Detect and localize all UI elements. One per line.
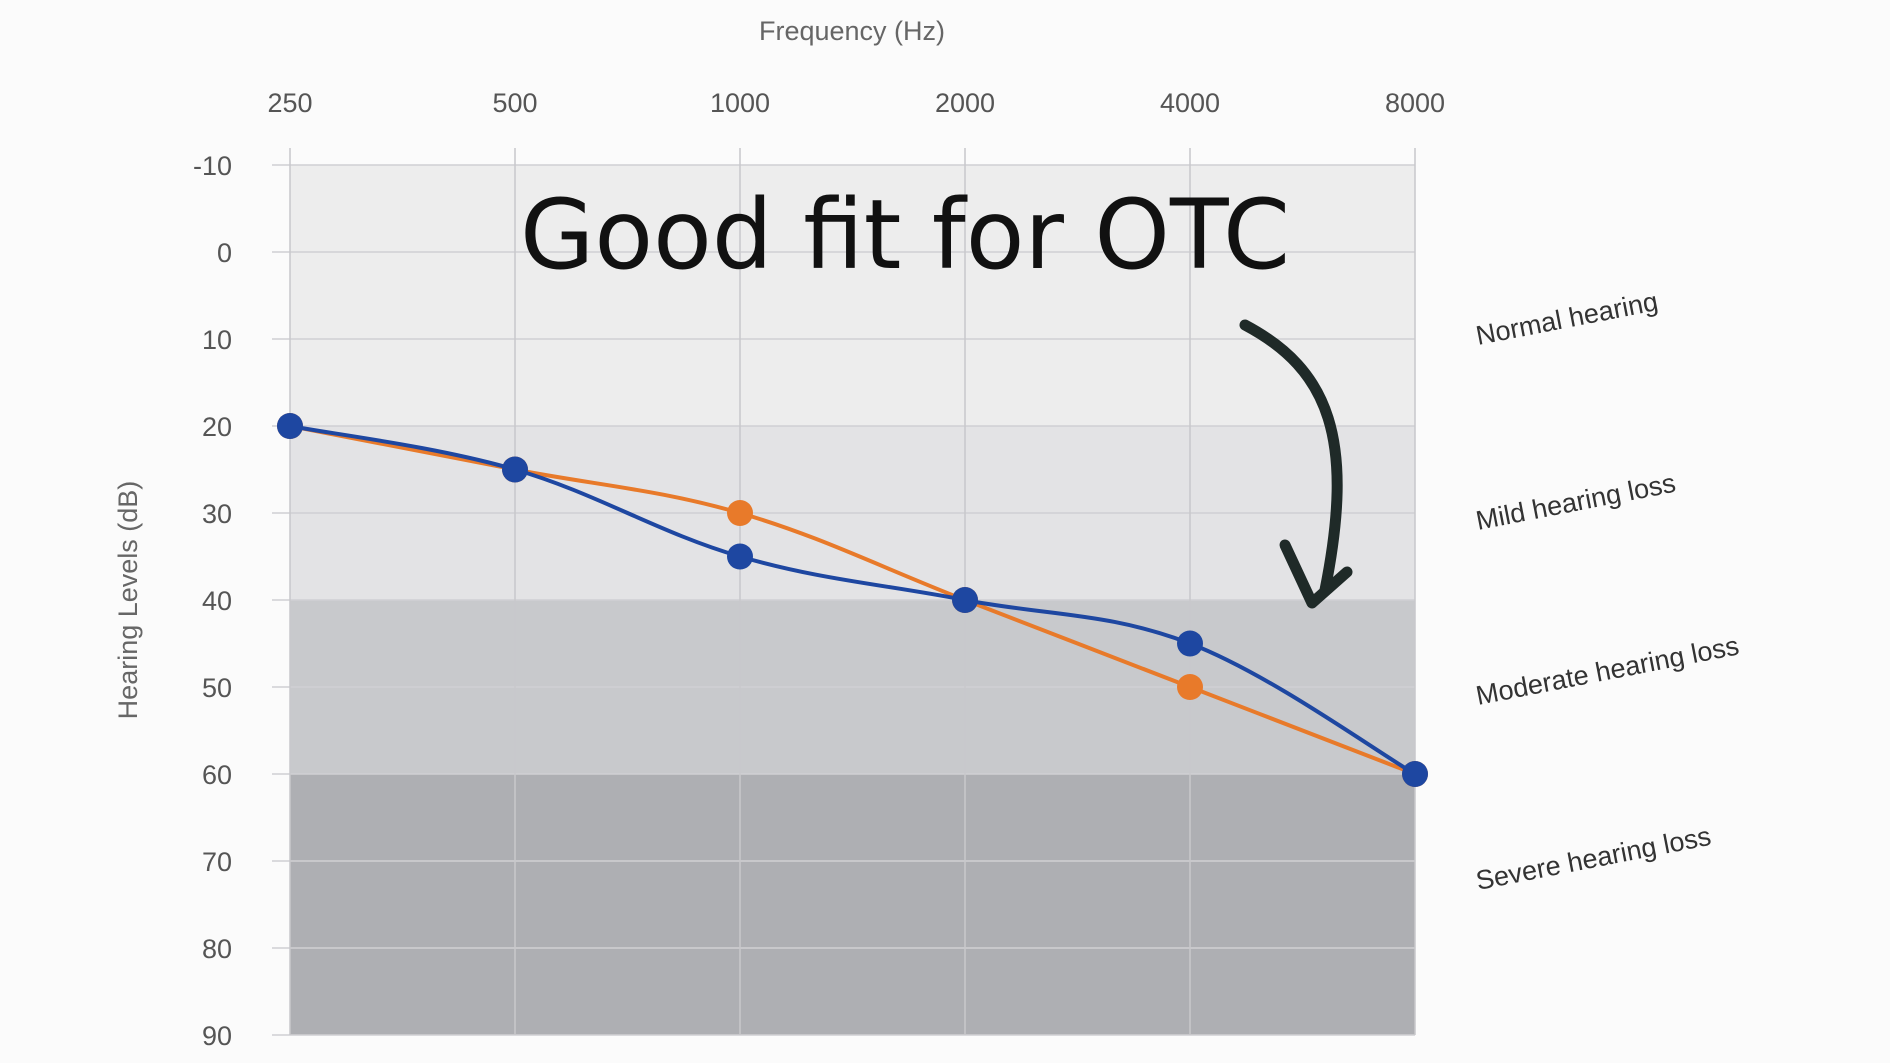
zone-band-3 <box>290 774 1415 1035</box>
series-point <box>727 500 753 526</box>
y-tick-label: 50 <box>202 673 232 703</box>
annotation-arrow-head <box>1279 539 1353 609</box>
x-tick-label: 4000 <box>1160 88 1220 118</box>
y-tick-label: -10 <box>193 151 232 181</box>
y-tick-labels: -10 0 10 20 30 40 50 60 70 80 90 <box>193 151 232 1051</box>
series-point <box>502 456 528 483</box>
x-tick-label: 250 <box>267 88 312 118</box>
y-tick-label: 40 <box>202 586 232 616</box>
x-tick-label: 1000 <box>710 88 770 118</box>
x-tick-labels: 250 500 1000 2000 4000 8000 <box>267 88 1445 118</box>
y-tick-label: 0 <box>217 238 232 268</box>
series-point <box>727 543 753 570</box>
zone-label: Mild hearing loss <box>1473 468 1678 536</box>
series-line <box>288 424 1417 776</box>
x-tick-label: 2000 <box>935 88 995 118</box>
series-point <box>1177 630 1203 657</box>
series-line <box>288 424 1417 776</box>
x-tick-label: 500 <box>492 88 537 118</box>
y-tick-label: 70 <box>202 847 232 877</box>
zone-label: Moderate hearing loss <box>1473 630 1741 710</box>
series-layer <box>277 413 1428 787</box>
grid-layer <box>272 148 1416 1036</box>
y-tick-label: 30 <box>202 499 232 529</box>
y-axis-title: Hearing Levels (dB) <box>113 481 143 720</box>
zone-labels: Normal hearing Mild hearing loss Moderate … <box>1473 286 1741 896</box>
y-tick-label: 60 <box>202 760 232 790</box>
y-tick-label: 80 <box>202 934 232 964</box>
annotation-arrow-icon <box>1239 319 1353 609</box>
series-point <box>1402 761 1428 787</box>
annotation-arrow-shaft <box>1239 319 1343 596</box>
zone-label: Severe hearing loss <box>1473 821 1713 896</box>
zone-label: Normal hearing <box>1473 286 1660 351</box>
y-tick-label: 90 <box>202 1021 232 1051</box>
annotation-headline: Good fit for OTC <box>520 179 1290 291</box>
x-tick-label: 8000 <box>1385 88 1445 118</box>
series-point <box>277 413 303 439</box>
series-point <box>1177 674 1203 700</box>
zone-band-0 <box>290 165 1415 426</box>
y-tick-label: 10 <box>202 325 232 355</box>
series-1 <box>277 413 1428 787</box>
series-point <box>952 587 978 613</box>
y-tick-label: 20 <box>202 412 232 442</box>
x-axis-title: Frequency (Hz) <box>759 16 945 46</box>
